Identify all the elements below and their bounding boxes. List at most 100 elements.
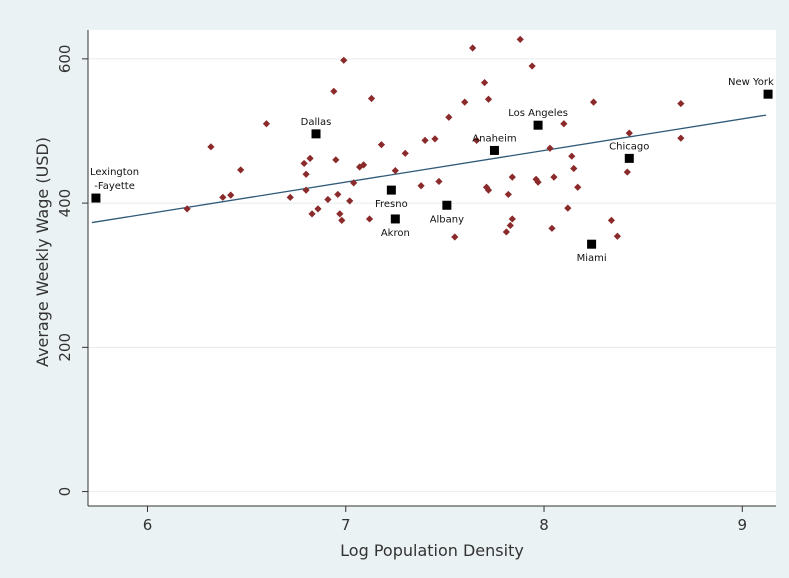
data-point	[330, 87, 338, 95]
y-tick-label: 200	[56, 333, 74, 362]
data-point	[560, 120, 568, 128]
data-point	[528, 62, 536, 70]
data-point	[504, 190, 512, 199]
fit-line-group	[91, 114, 767, 224]
x-tick-label: 8	[539, 516, 549, 534]
data-point	[417, 182, 425, 190]
y-axis-title: Average Weekly Wage (USD)	[33, 137, 52, 367]
city-label: Anaheim	[472, 133, 516, 144]
x-tick-label: 7	[341, 516, 351, 534]
data-point	[207, 143, 215, 151]
highlight-marker	[386, 185, 396, 195]
data-point	[262, 120, 271, 128]
data-point	[300, 159, 308, 168]
highlight-marker	[533, 120, 543, 130]
data-point	[469, 44, 477, 52]
city-label: Fresno	[375, 199, 408, 210]
city-label: Los Angeles	[508, 108, 568, 119]
data-point	[324, 195, 332, 204]
data-point	[314, 205, 322, 213]
data-point	[461, 98, 469, 106]
highlight-marker	[624, 153, 634, 163]
y-tick-label: 400	[56, 189, 74, 218]
city-label: Akron	[381, 228, 410, 239]
data-point	[336, 210, 344, 218]
x-axis-title: Log Population Density	[340, 541, 524, 560]
data-point	[302, 186, 310, 194]
highlight-marker	[587, 239, 597, 249]
data-point	[332, 156, 340, 164]
x-tick-label: 9	[738, 516, 748, 534]
data-point	[346, 197, 354, 205]
data-point	[350, 179, 358, 187]
data-point	[227, 191, 235, 199]
data-point	[435, 177, 443, 186]
data-point	[484, 95, 493, 103]
data-point	[607, 216, 616, 224]
data-point	[546, 144, 554, 152]
city-label: Miami	[577, 253, 607, 264]
x-tick-label: 6	[143, 516, 153, 534]
highlight-marker	[489, 145, 499, 155]
data-point	[564, 204, 572, 212]
data-point	[570, 164, 578, 173]
data-point	[574, 183, 582, 191]
city-label: Chicago	[609, 141, 649, 152]
data-point	[480, 79, 489, 87]
y-tick-label: 0	[56, 487, 74, 497]
highlight-marker	[763, 89, 773, 99]
data-point	[445, 113, 453, 121]
y-tick-label: 600	[56, 45, 74, 74]
highlight-marker	[311, 129, 321, 139]
city-label: Lexington -Fayette	[90, 167, 139, 192]
city-label: Albany	[430, 214, 464, 225]
data-point	[550, 173, 558, 181]
data-point	[306, 154, 314, 162]
data-point	[302, 170, 310, 178]
highlight-marker	[442, 200, 452, 210]
data-point	[359, 161, 368, 169]
fit-line	[91, 114, 767, 224]
data-point	[338, 216, 346, 224]
gridlines	[88, 58, 776, 493]
data-point	[623, 168, 631, 176]
city-label: Dallas	[301, 117, 332, 128]
data-point	[502, 228, 510, 236]
data-point	[625, 129, 633, 137]
data-point	[548, 224, 556, 232]
data-point	[365, 215, 374, 223]
data-point	[589, 98, 598, 106]
data-point	[391, 167, 399, 175]
data-point	[431, 135, 439, 143]
highlight-marker	[91, 193, 101, 203]
data-point	[421, 136, 429, 144]
plot-area	[88, 30, 776, 506]
data-point	[451, 233, 459, 241]
highlighted-cities: Lexington -Fayette Dallas Fresno Akron Albany…	[90, 77, 774, 264]
data-point	[286, 193, 294, 201]
data-point	[677, 99, 685, 108]
data-point	[506, 221, 514, 230]
data-point	[183, 205, 191, 213]
data-point	[340, 56, 348, 64]
data-point	[568, 152, 576, 160]
data-point	[508, 215, 516, 223]
data-point	[308, 210, 316, 218]
axes: 0 200 400 600 6 7 8 9	[56, 30, 776, 534]
data-points	[183, 35, 685, 241]
data-point	[516, 35, 524, 43]
data-point	[677, 134, 685, 142]
city-label: New York	[728, 77, 774, 88]
data-point	[401, 149, 409, 157]
data-point	[219, 193, 227, 201]
data-point	[377, 141, 386, 149]
data-point	[334, 190, 342, 199]
data-point	[484, 186, 493, 194]
data-point	[534, 178, 542, 186]
highlight-marker	[390, 214, 400, 224]
data-point	[367, 94, 376, 103]
data-point	[613, 232, 621, 240]
data-point	[473, 136, 481, 144]
data-point	[237, 166, 245, 174]
